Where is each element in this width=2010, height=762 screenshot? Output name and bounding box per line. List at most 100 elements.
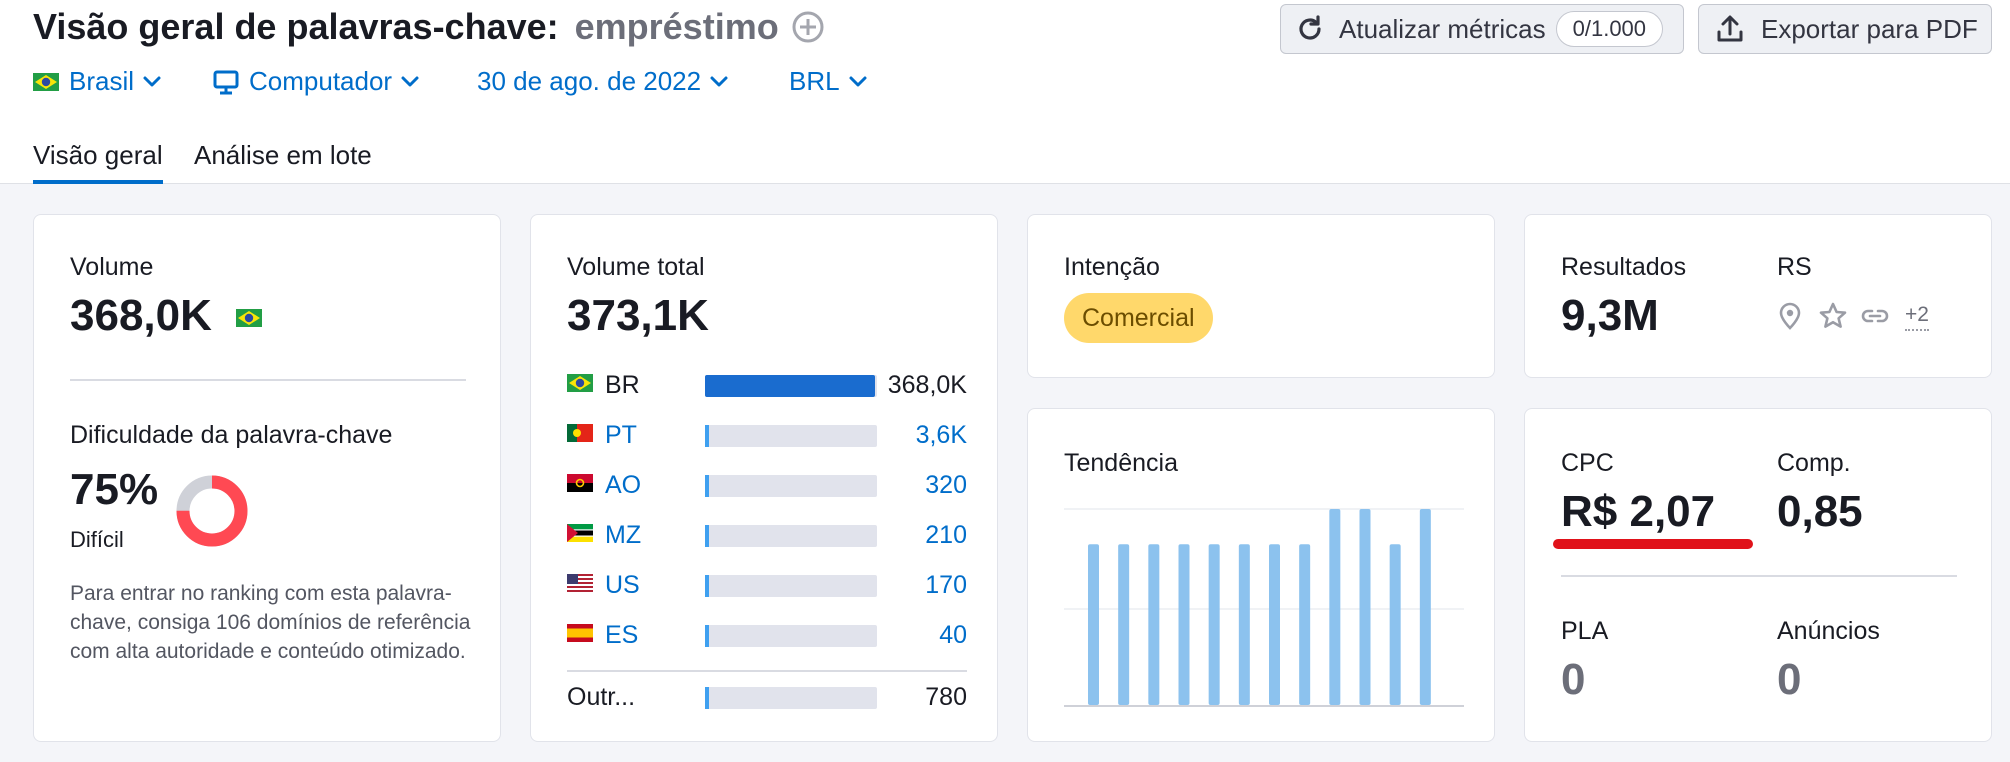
serp-more-link[interactable]: +2	[1905, 303, 1929, 331]
country-code-link[interactable]: PT	[605, 421, 637, 449]
country-volume-link[interactable]: 320	[925, 471, 967, 499]
difficulty-description: Para entrar no ranking com esta palavra-…	[70, 582, 471, 663]
country-filter-label: Brasil	[69, 66, 135, 96]
country-row-pt[interactable]: PT 3,6K	[567, 421, 967, 453]
link-icon[interactable]	[1859, 303, 1891, 329]
serp-label: RS	[1777, 253, 1812, 281]
country-row-ao[interactable]: AO 320	[567, 471, 967, 503]
pla-value: 0	[1561, 655, 1586, 704]
country-filter[interactable]: Brasil	[33, 66, 162, 97]
trend-bar[interactable]	[1419, 509, 1431, 705]
page-header: Visão geral de palavras-chave: empréstim…	[0, 0, 2010, 184]
country-code-link[interactable]: MZ	[605, 521, 642, 549]
country-bar-fill	[705, 687, 709, 709]
country-volume: 368,0K	[887, 371, 967, 399]
add-circle-icon[interactable]	[791, 10, 825, 44]
country-bar-track	[705, 575, 877, 597]
currency-filter-label: BRL	[789, 66, 840, 96]
refresh-metrics-button[interactable]: Atualizar métricas 0/1.000	[1280, 4, 1684, 54]
star-icon[interactable]	[1818, 301, 1848, 331]
country-bar-track	[705, 375, 877, 397]
difficulty-value: 75%	[70, 465, 159, 514]
trend-bar[interactable]	[1178, 544, 1190, 705]
monitor-icon	[213, 70, 239, 94]
tab-overview[interactable]: Visão geral	[33, 140, 163, 184]
country-bar-fill	[705, 625, 709, 647]
volume-card: Volume 368,0K Dificuldade da palavra-cha…	[33, 214, 501, 742]
total-volume-label: Volume total	[567, 253, 705, 281]
currency-filter[interactable]: BRL	[789, 66, 868, 97]
volume-label: Volume	[70, 253, 154, 281]
country-code-link[interactable]: US	[605, 571, 640, 599]
country-row-others: Outr... 780	[567, 683, 967, 715]
flag-angola-icon	[567, 474, 593, 492]
trend-bar[interactable]	[1299, 544, 1311, 705]
trend-bar[interactable]	[1269, 544, 1280, 705]
country-code-link[interactable]: ES	[605, 621, 639, 649]
trend-bar[interactable]	[1329, 509, 1341, 705]
chevron-down-icon	[401, 76, 419, 86]
trend-bar[interactable]	[1148, 544, 1160, 705]
country-bar-track	[705, 525, 877, 547]
volume-value: 368,0K	[70, 291, 212, 340]
total-volume-card: Volume total 373,1K BR 368,0K PT 3,6K AO…	[530, 214, 998, 742]
location-pin-icon[interactable]	[1777, 301, 1803, 331]
competition-label: Comp.	[1777, 449, 1851, 477]
trend-bar[interactable]	[1208, 544, 1220, 705]
trend-chart	[1064, 508, 1464, 707]
date-filter-label: 30 de ago. de 2022	[477, 66, 702, 96]
flag-brazil-icon	[33, 72, 59, 91]
country-row-mz[interactable]: MZ 210	[567, 521, 967, 553]
difficulty-level: Difícil	[70, 527, 124, 552]
cpc-value: R$ 2,07	[1561, 487, 1716, 536]
trend-bars	[1088, 509, 1431, 705]
refresh-icon	[1299, 15, 1321, 40]
ads-value: 0	[1777, 655, 1802, 704]
trend-bar[interactable]	[1118, 544, 1130, 705]
trend-label: Tendência	[1064, 449, 1178, 477]
ads-label: Anúncios	[1777, 617, 1880, 645]
country-bar-track	[705, 425, 877, 447]
chevron-down-icon	[143, 76, 161, 86]
results-value: 9,3M	[1561, 291, 1659, 340]
export-pdf-label: Exportar para PDF	[1761, 13, 1978, 44]
device-filter[interactable]: Computador	[213, 66, 420, 97]
country-bar-fill	[705, 525, 709, 547]
export-pdf-button[interactable]: Exportar para PDF	[1698, 4, 1992, 54]
country-code-link[interactable]: AO	[605, 471, 642, 499]
country-bar-fill	[705, 475, 709, 497]
trend-bar[interactable]	[1389, 544, 1401, 705]
country-volume-link[interactable]: 210	[925, 521, 967, 549]
trend-bar[interactable]	[1238, 544, 1250, 705]
keyword-title: empréstimo	[574, 6, 779, 47]
cpc-divider	[1561, 575, 1957, 577]
others-volume: 780	[925, 683, 967, 711]
country-volume-link[interactable]: 3,6K	[915, 421, 967, 449]
country-bar-track	[705, 687, 877, 709]
chevron-down-icon	[849, 76, 867, 86]
results-label: Resultados	[1561, 253, 1687, 281]
country-row-br: BR 368,0K	[567, 371, 967, 403]
country-row-us[interactable]: US 170	[567, 571, 967, 603]
trend-bar[interactable]	[1088, 544, 1099, 705]
country-bar-track	[705, 625, 877, 647]
country-row-es[interactable]: ES 40	[567, 621, 967, 653]
country-volume-link[interactable]: 170	[925, 571, 967, 599]
cpc-card: CPC R$ 2,07 Comp. 0,85 PLA 0 Anúncios 0	[1524, 408, 1992, 742]
date-filter[interactable]: 30 de ago. de 2022	[477, 66, 729, 97]
trend-bar[interactable]	[1359, 509, 1371, 705]
country-volume-list: BR 368,0K PT 3,6K AO 320 MZ 210 US 170	[567, 371, 967, 731]
refresh-counter: 0/1.000	[1555, 11, 1664, 47]
trend-card: Tendência	[1027, 408, 1495, 742]
intent-badge: Comercial	[1064, 293, 1213, 343]
intent-label: Intenção	[1064, 253, 1160, 281]
country-bar-fill	[705, 375, 875, 397]
tab-bulk-analysis[interactable]: Análise em lote	[194, 140, 372, 170]
difficulty-label: Dificuldade da palavra-chave	[70, 421, 393, 449]
others-label: Outr...	[567, 683, 636, 711]
country-volume-link[interactable]: 40	[939, 621, 967, 649]
title-row: Visão geral de palavras-chave: empréstim…	[33, 6, 825, 48]
country-bar-track	[705, 475, 877, 497]
flag-brazil-icon	[567, 374, 593, 392]
volume-divider	[70, 379, 466, 381]
